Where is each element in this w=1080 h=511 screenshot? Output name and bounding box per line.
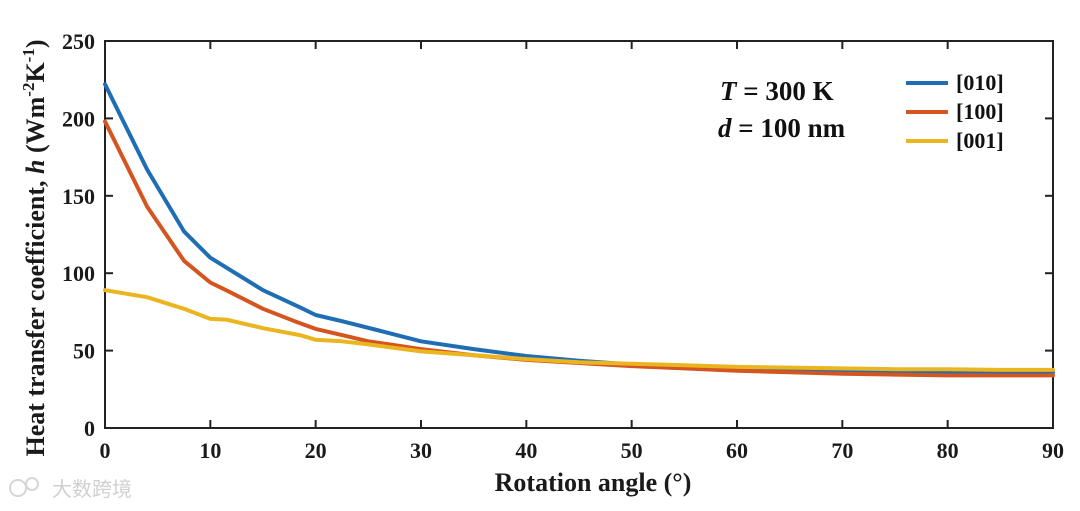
series-line-010 xyxy=(103,82,1055,375)
y-tick-label: 200 xyxy=(62,106,95,131)
series-layer xyxy=(103,82,1055,378)
y-tick-label: 0 xyxy=(84,416,95,441)
x-tick-label: 20 xyxy=(305,438,327,463)
y-tick-label: 50 xyxy=(73,339,95,364)
x-tick-label: 60 xyxy=(726,438,748,463)
watermark-text: 大数跨境 xyxy=(52,477,132,501)
legend: [010] [100] [001] xyxy=(906,70,1004,153)
y-tick-label: 250 xyxy=(62,29,95,54)
watermark-logo-icon xyxy=(9,479,27,497)
x-tick-label: 50 xyxy=(621,438,643,463)
legend-label-010: [010] xyxy=(956,70,1004,95)
plot-frame xyxy=(104,40,1054,429)
ticks-layer: 0 10 20 30 40 50 60 70 80 90 0 50 100 150 200 250 xyxy=(62,29,1064,463)
annotation-temperature: T = 300 K xyxy=(720,76,834,106)
x-tick-label: 90 xyxy=(1042,438,1064,463)
legend-label-001: [001] xyxy=(956,128,1004,153)
y-tick-label: 150 xyxy=(62,184,95,209)
legend-label-100: [100] xyxy=(956,99,1004,124)
x-tick-label: 10 xyxy=(199,438,221,463)
x-tick-label: 40 xyxy=(515,438,537,463)
y-axis-title: Heat transfer coefficient, h (Wm-2K-1) xyxy=(19,39,50,456)
x-tick-label: 0 xyxy=(100,438,111,463)
watermark: 大数跨境 xyxy=(9,477,132,501)
x-tick-label: 30 xyxy=(410,438,432,463)
y-tick-label: 100 xyxy=(62,261,95,286)
annotation-distance: d = 100 nm xyxy=(718,113,846,143)
x-axis-title: Rotation angle (°) xyxy=(495,468,692,497)
series-line-100 xyxy=(103,119,1055,378)
x-tick-label: 80 xyxy=(937,438,959,463)
x-tick-label: 70 xyxy=(831,438,853,463)
series-line-001 xyxy=(103,288,1055,372)
watermark-logo-dot-icon xyxy=(25,477,39,491)
